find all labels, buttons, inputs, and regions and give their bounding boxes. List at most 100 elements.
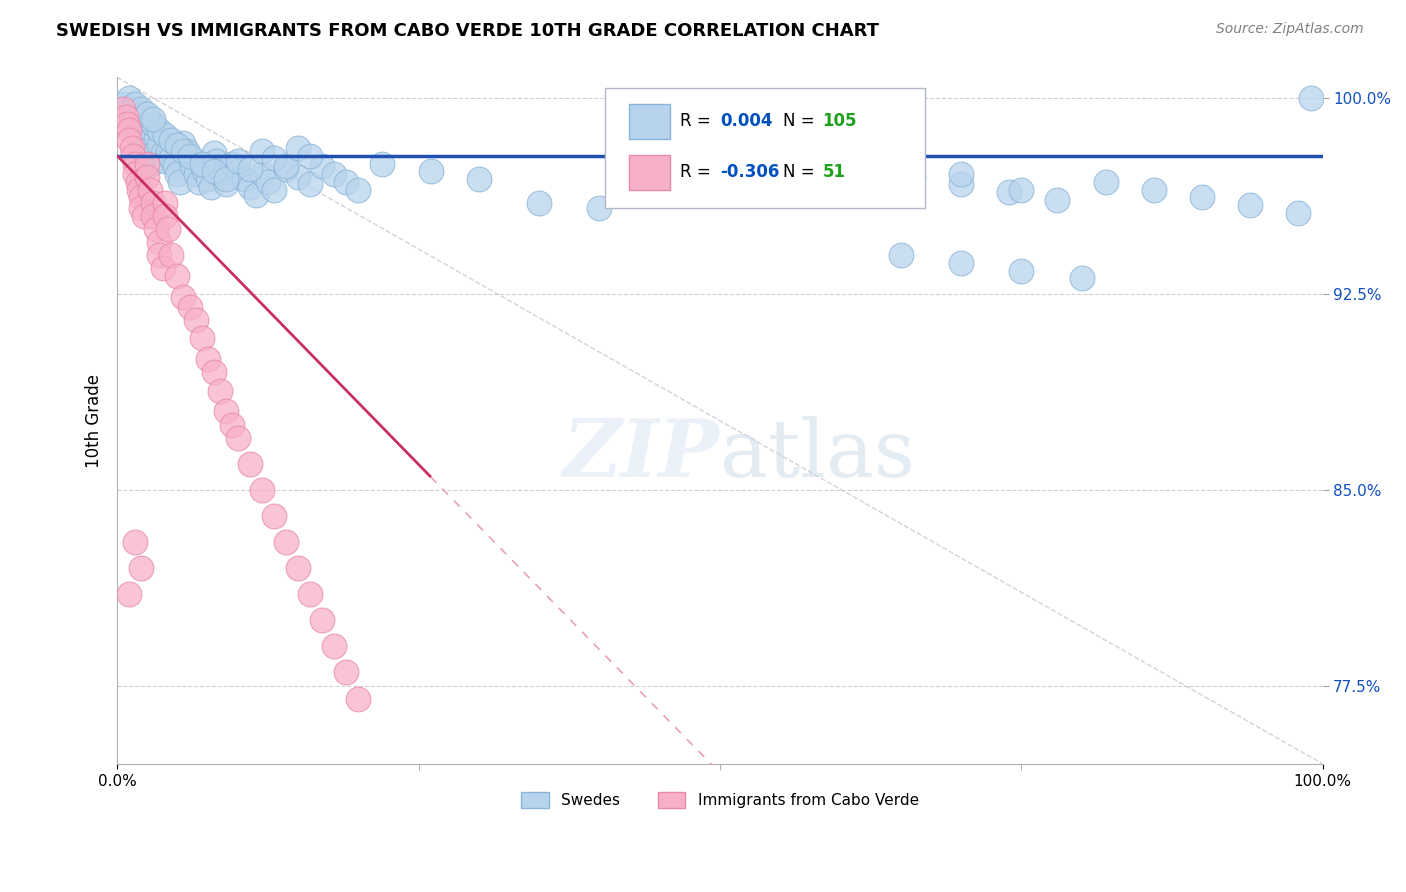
Point xyxy=(179,300,201,314)
Point xyxy=(347,183,370,197)
Text: 51: 51 xyxy=(823,163,845,181)
Point xyxy=(136,169,159,184)
Point xyxy=(890,175,912,189)
Point xyxy=(287,141,309,155)
Point xyxy=(118,587,141,601)
Point xyxy=(145,222,167,236)
Point xyxy=(152,260,174,275)
Legend: Swedes, Immigrants from Cabo Verde: Swedes, Immigrants from Cabo Verde xyxy=(515,787,925,814)
Point xyxy=(160,133,183,147)
Point xyxy=(311,159,333,173)
Point xyxy=(1046,193,1069,207)
Point xyxy=(347,691,370,706)
Point xyxy=(250,144,273,158)
Point xyxy=(121,117,143,131)
Point xyxy=(232,172,254,186)
Text: ZIP: ZIP xyxy=(562,417,720,493)
Point xyxy=(166,167,188,181)
Point xyxy=(118,110,141,124)
FancyBboxPatch shape xyxy=(630,103,671,138)
Point xyxy=(155,209,177,223)
Point xyxy=(263,183,285,197)
Point xyxy=(299,178,322,192)
Point xyxy=(756,172,779,186)
Point xyxy=(890,248,912,262)
Text: Source: ZipAtlas.com: Source: ZipAtlas.com xyxy=(1216,22,1364,37)
Point xyxy=(115,104,138,119)
Point xyxy=(287,561,309,575)
Text: R =: R = xyxy=(681,163,716,181)
Point xyxy=(769,169,792,184)
Point xyxy=(226,431,249,445)
Point xyxy=(124,102,146,116)
Text: N =: N = xyxy=(783,163,820,181)
Point xyxy=(142,195,165,210)
Point xyxy=(1191,190,1213,204)
Point xyxy=(468,172,491,186)
Point xyxy=(155,128,177,142)
Point xyxy=(156,144,179,158)
Point xyxy=(121,149,143,163)
Point xyxy=(142,117,165,131)
Text: atlas: atlas xyxy=(720,416,915,494)
Point xyxy=(173,136,195,150)
Point xyxy=(136,107,159,121)
Point xyxy=(112,96,135,111)
Point xyxy=(208,161,231,176)
Text: R =: R = xyxy=(681,112,716,130)
Point xyxy=(193,164,215,178)
Point xyxy=(145,130,167,145)
Point xyxy=(155,195,177,210)
Point xyxy=(148,122,170,136)
Point xyxy=(208,384,231,398)
Point xyxy=(949,167,972,181)
Point xyxy=(215,404,238,418)
Point xyxy=(1288,206,1310,220)
Point xyxy=(806,180,828,194)
Point xyxy=(335,175,357,189)
Point xyxy=(142,209,165,223)
Point xyxy=(190,156,212,170)
Point xyxy=(1010,183,1032,197)
Point xyxy=(142,117,165,131)
FancyBboxPatch shape xyxy=(606,87,925,208)
Point xyxy=(179,152,201,166)
Point xyxy=(588,201,610,215)
Text: N =: N = xyxy=(783,112,820,130)
Point xyxy=(165,159,187,173)
Point xyxy=(263,508,285,523)
Point xyxy=(949,256,972,270)
Point xyxy=(129,136,152,150)
Text: -0.306: -0.306 xyxy=(720,163,779,181)
Point xyxy=(112,102,135,116)
Point xyxy=(190,331,212,345)
Point xyxy=(132,209,155,223)
Point xyxy=(212,169,235,184)
Point xyxy=(197,352,219,367)
Text: SWEDISH VS IMMIGRANTS FROM CABO VERDE 10TH GRADE CORRELATION CHART: SWEDISH VS IMMIGRANTS FROM CABO VERDE 10… xyxy=(56,22,879,40)
Point xyxy=(257,175,280,189)
Point xyxy=(335,665,357,680)
Point xyxy=(205,153,228,168)
Point xyxy=(190,156,212,170)
Point xyxy=(419,164,441,178)
Point xyxy=(215,178,238,192)
Point xyxy=(274,161,297,176)
Point xyxy=(129,190,152,204)
Point xyxy=(853,161,876,176)
Point xyxy=(176,144,198,158)
Point xyxy=(114,110,136,124)
Point xyxy=(173,290,195,304)
Point xyxy=(637,175,659,189)
Point xyxy=(323,640,346,654)
Point xyxy=(1239,198,1261,212)
Point xyxy=(188,175,211,189)
Point xyxy=(118,122,141,136)
Point xyxy=(245,187,267,202)
Point xyxy=(287,169,309,184)
Point xyxy=(148,248,170,262)
Point xyxy=(152,146,174,161)
Point xyxy=(179,149,201,163)
Point xyxy=(226,153,249,168)
Point xyxy=(118,91,141,105)
